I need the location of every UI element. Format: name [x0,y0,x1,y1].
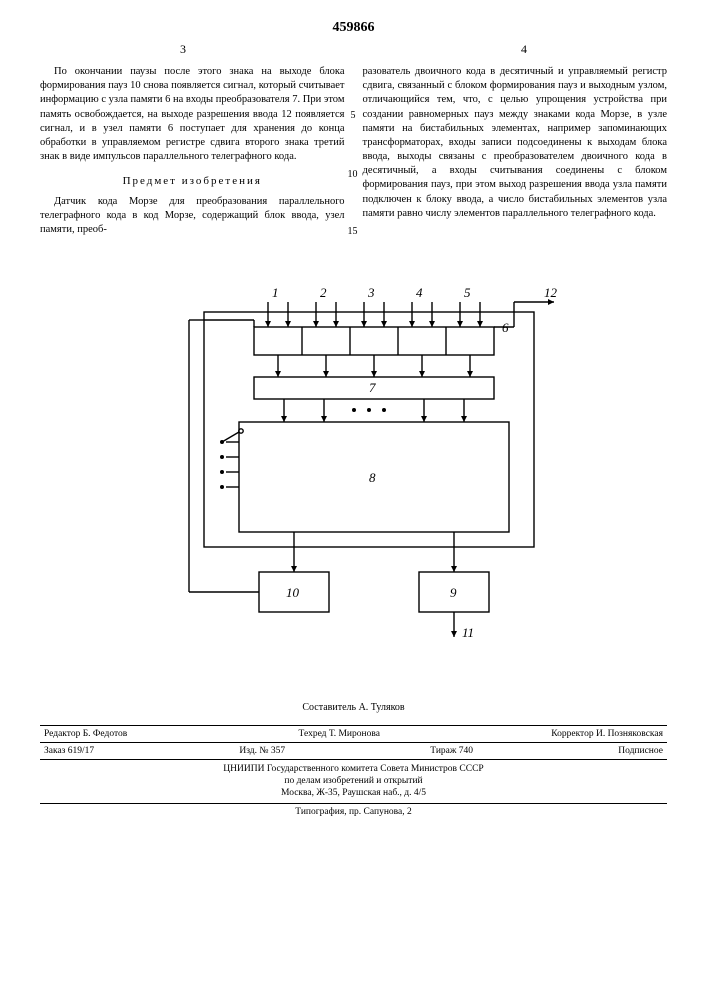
diag-label-9: 9 [450,585,457,600]
page: 459866 3 4 По окончании паузы после этог… [0,0,707,847]
footer-block: Составитель А. Туляков Редактор Б. Федот… [40,702,667,817]
techred: Техред Т. Миронова [299,729,380,739]
corrector: Корректор И. Позняковская [551,729,663,739]
footer-row-1: Редактор Б. Федотов Техред Т. Миронова К… [40,726,667,743]
page-num-right: 4 [521,42,527,57]
page-numbers: 3 4 [40,42,667,57]
diag-label-4: 4 [416,285,423,300]
diag-label-12: 12 [544,285,558,300]
right-p1: разователь двоичного кода в десятичный и… [363,65,668,221]
line-marker-10: 10 [348,168,358,182]
order: Заказ 619/17 [44,746,94,756]
diag-label-10: 10 [286,585,300,600]
org2: по делам изобретений и открытий [40,775,667,787]
izd: Изд. № 357 [239,746,285,756]
footer-org: ЦНИИПИ Государственного комитета Совета … [40,760,667,804]
diag-label-3: 3 [367,285,375,300]
diag-label-5: 5 [464,285,471,300]
compositor: Составитель А. Туляков [40,702,667,713]
patent-number: 459866 [40,20,667,36]
footer-row-2: Заказ 619/17 Изд. № 357 Тираж 740 Подпис… [40,743,667,760]
org3: Москва, Ж-35, Раушская наб., д. 4/5 [40,787,667,799]
diag-label-1: 1 [272,285,279,300]
diag-label-11: 11 [462,625,474,640]
line-marker-15: 15 [348,225,358,239]
diag-label-8: 8 [369,470,376,485]
text-columns: По окончании паузы после этого знака на … [40,65,667,242]
org1: ЦНИИПИ Государственного комитета Совета … [40,763,667,775]
left-p2: Датчик кода Морзе для преобразования пар… [40,195,345,238]
left-p1: По окончании паузы после этого знака на … [40,65,345,164]
section-title: Предмет изобретения [40,174,345,189]
page-num-left: 3 [180,42,186,57]
diag-label-2: 2 [320,285,327,300]
podpisnoe: Подписное [618,746,663,756]
line-marker-5: 5 [351,109,356,123]
left-column: По окончании паузы после этого знака на … [40,65,345,242]
diag-label-7: 7 [369,380,376,395]
tirazh: Тираж 740 [430,746,473,756]
block-diagram: 1 2 3 4 5 12 6 [144,272,564,642]
right-column: 5 10 15 разователь двоичного кода в деся… [363,65,668,242]
typography: Типография, пр. Сапунова, 2 [40,804,667,817]
editor: Редактор Б. Федотов [44,729,127,739]
